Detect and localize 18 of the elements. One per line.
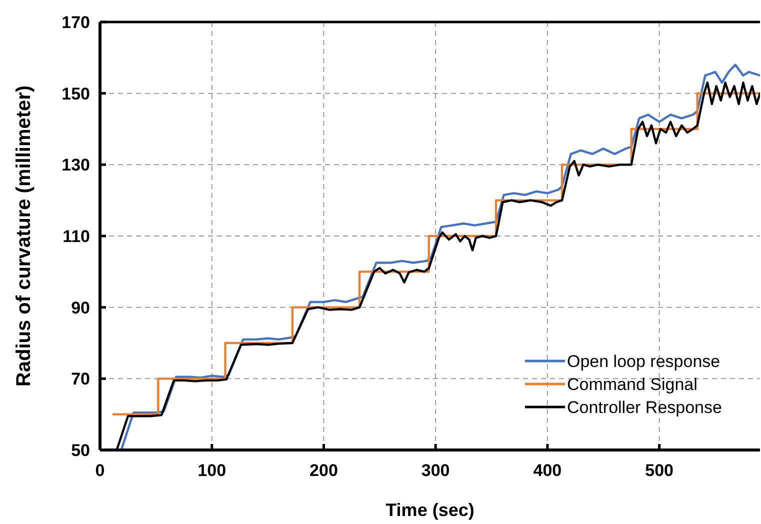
y-tick-label: 110 xyxy=(62,227,90,246)
y-tick-label: 130 xyxy=(62,156,90,175)
x-tick-label: 100 xyxy=(198,461,226,480)
y-tick-label: 90 xyxy=(71,298,90,318)
y-tick-label: 170 xyxy=(62,13,90,32)
y-tick-label: 70 xyxy=(71,370,90,389)
legend-label: Open loop response xyxy=(567,352,720,371)
y-axis-title: Radius of curvature (millimeter) xyxy=(13,85,35,387)
legend-label: Controller Response xyxy=(567,398,722,417)
x-tick-label: 300 xyxy=(421,461,450,480)
x-tick-label: 400 xyxy=(533,461,562,480)
y-tick-label: 150 xyxy=(62,84,90,104)
x-tick-label: 500 xyxy=(645,461,674,480)
x-axis-title: Time (sec) xyxy=(386,500,474,520)
x-tick-label: 0 xyxy=(95,461,105,480)
legend-label: Command Signal xyxy=(567,375,698,394)
x-tick-label: 200 xyxy=(310,461,338,480)
y-tick-label: 50 xyxy=(71,441,90,460)
